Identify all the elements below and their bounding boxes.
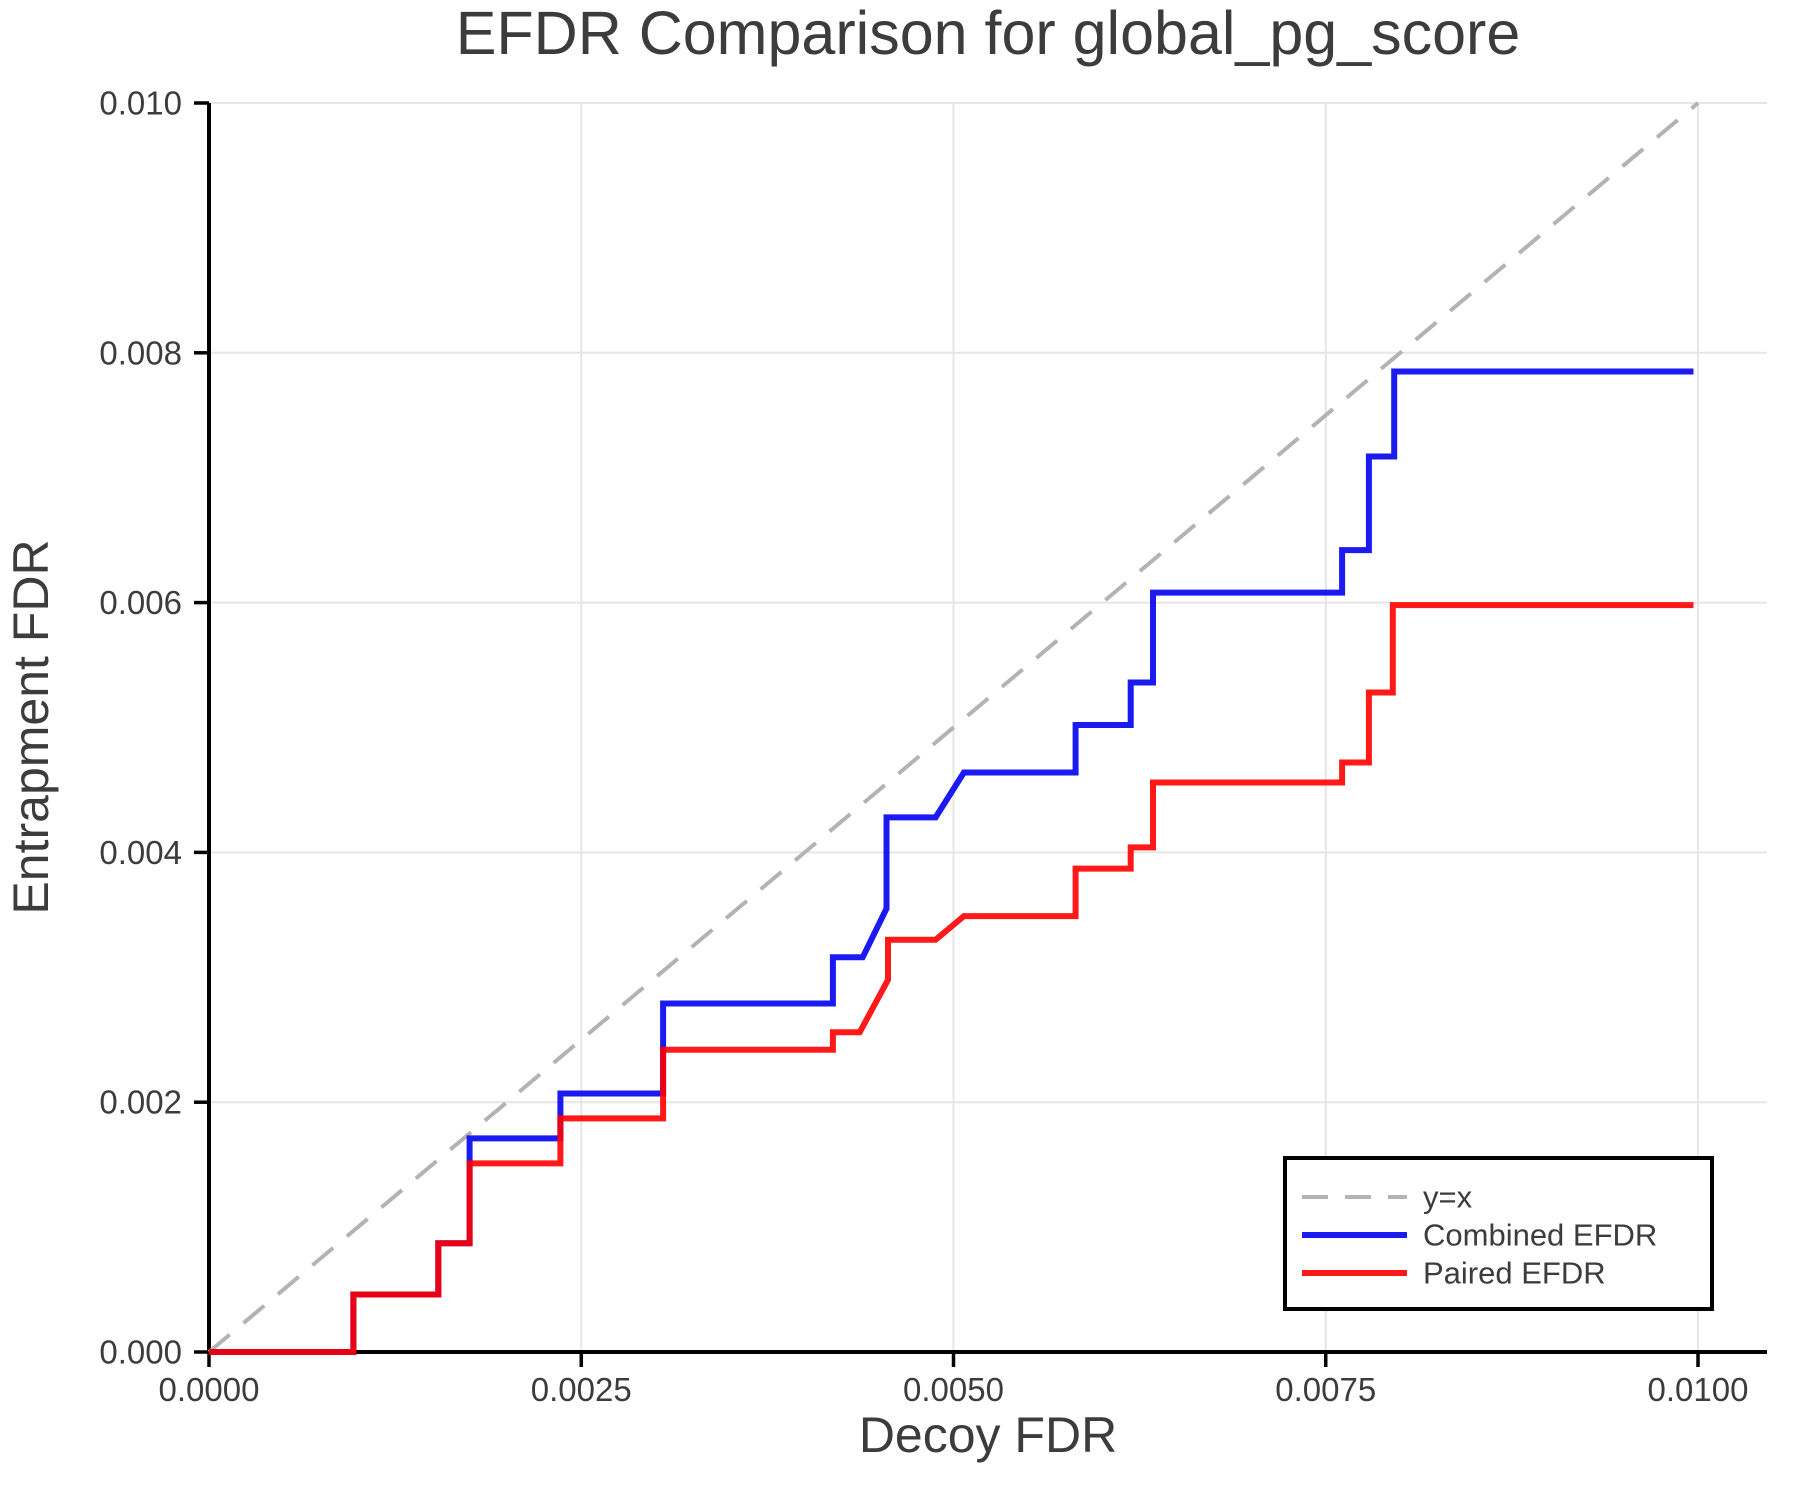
y-tick-label: 0.010 (99, 85, 182, 122)
legend-label-combined-efdr: Combined EFDR (1423, 1218, 1657, 1253)
chart-title: EFDR Comparison for global_pg_score (456, 0, 1521, 67)
y-tick-label: 0.004 (99, 834, 182, 871)
identity-line (207, 101, 1700, 1354)
x-tick-label: 0.0025 (531, 1371, 632, 1408)
x-tick-label: 0.0000 (159, 1371, 260, 1408)
axis-spines (207, 103, 1767, 1354)
gridlines (209, 102, 1767, 1352)
legend-label-paired-efdr: Paired EFDR (1423, 1256, 1606, 1291)
x-tick-label: 0.0050 (903, 1371, 1004, 1408)
y-tick-label: 0.008 (99, 334, 182, 371)
y-tick-label: 0.006 (99, 584, 182, 621)
paired-efdr-line (209, 602, 1694, 1355)
x-tick-label: 0.0100 (1648, 1371, 1749, 1408)
x-axis-label: Decoy FDR (859, 1407, 1117, 1463)
y-axis-label: Entrapment FDR (3, 539, 59, 914)
tick-labels: 0.0000 0.0025 0.0050 0.0075 0.0100 0.000 0.002… (99, 85, 1748, 1409)
legend-label-identity: y=x (1423, 1180, 1473, 1215)
data-series (207, 101, 1700, 1355)
legend: y=x Combined EFDR Paired EFDR (1283, 1156, 1714, 1311)
y-tick-label: 0.000 (99, 1334, 182, 1371)
x-tick-label: 0.0075 (1275, 1371, 1376, 1408)
y-tick-label: 0.002 (99, 1084, 182, 1121)
